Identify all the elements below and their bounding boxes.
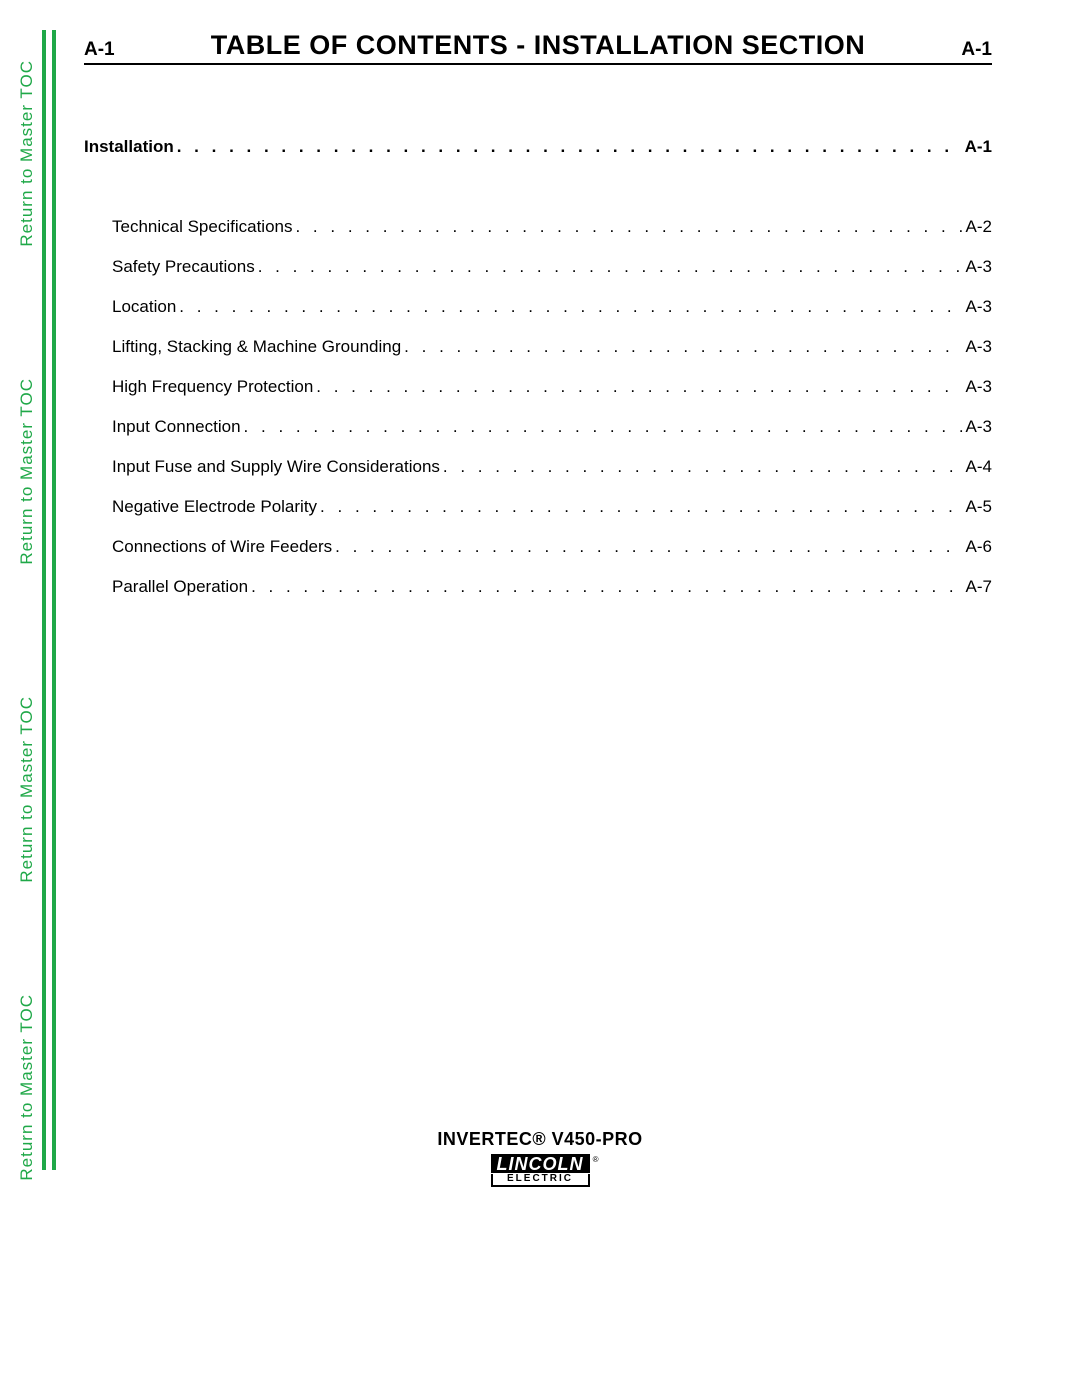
toc-entry-page: A-3 (966, 417, 992, 437)
toc-entry-label: Input Fuse and Supply Wire Consideration… (112, 457, 440, 477)
toc-leader-dots: . . . . . . . . . . . . . . . . . . . . … (244, 417, 963, 437)
toc-entry-page: A-7 (966, 577, 992, 597)
toc-entry-page: A-3 (966, 297, 992, 317)
toc-entry-page: A-3 (966, 337, 992, 357)
toc-entry-label: Negative Electrode Polarity (112, 497, 317, 517)
toc-entry-row[interactable]: Safety Precautions. . . . . . . . . . . … (84, 257, 992, 277)
toc-entry-label: Technical Specifications (112, 217, 292, 237)
logo-top-text: LINCOLN ® (491, 1154, 590, 1173)
header-code-left: A-1 (84, 39, 115, 61)
return-to-master-toc-link[interactable]: Return to Master TOC (17, 696, 35, 883)
table-of-contents: Installation . . . . . . . . . . . . . .… (84, 137, 992, 597)
toc-entry-label: Input Connection (112, 417, 241, 437)
toc-leader-dots: . . . . . . . . . . . . . . . . . . . . … (258, 257, 963, 277)
product-model: INVERTEC® V450-PRO (0, 1129, 1080, 1150)
toc-entry-page: A-4 (966, 457, 992, 477)
toc-entry-label: Parallel Operation (112, 577, 248, 597)
toc-entry-page: A-5 (966, 497, 992, 517)
toc-entry-page: A-3 (966, 257, 992, 277)
toc-leader-dots: . . . . . . . . . . . . . . . . . . . . … (404, 337, 962, 357)
toc-entry-label: High Frequency Protection (112, 377, 313, 397)
return-to-master-toc-link[interactable]: Return to Master TOC (17, 378, 35, 565)
page-header: A-1 TABLE OF CONTENTS - INSTALLATION SEC… (84, 30, 992, 65)
toc-entry-label: Connections of Wire Feeders (112, 537, 332, 557)
toc-entry-page: A-3 (966, 377, 992, 397)
toc-entry-row[interactable]: High Frequency Protection. . . . . . . .… (84, 377, 992, 397)
toc-entry-row[interactable]: Parallel Operation. . . . . . . . . . . … (84, 577, 992, 597)
logo-bottom-text: ELECTRIC (491, 1174, 590, 1187)
toc-entry-row[interactable]: Negative Electrode Polarity. . . . . . .… (84, 497, 992, 517)
toc-leader-dots: . . . . . . . . . . . . . . . . . . . . … (179, 297, 962, 317)
toc-entry-row[interactable]: Input Connection. . . . . . . . . . . . … (84, 417, 992, 437)
toc-leader-dots: . . . . . . . . . . . . . . . . . . . . … (316, 377, 962, 397)
side-rule-right (52, 30, 56, 1170)
toc-entry-label: Location (112, 297, 176, 317)
toc-entry-page: A-6 (966, 537, 992, 557)
header-code-right: A-1 (961, 39, 992, 61)
toc-section-row[interactable]: Installation . . . . . . . . . . . . . .… (84, 137, 992, 157)
lincoln-electric-logo: LINCOLN ® ELECTRIC (491, 1154, 590, 1187)
content-area: A-1 TABLE OF CONTENTS - INSTALLATION SEC… (84, 30, 992, 617)
toc-entry-row[interactable]: Lifting, Stacking & Machine Grounding. .… (84, 337, 992, 357)
toc-leader-dots: . . . . . . . . . . . . . . . . . . . . … (177, 137, 962, 157)
toc-entry-label: Lifting, Stacking & Machine Grounding (112, 337, 401, 357)
toc-section-label: Installation (84, 137, 174, 157)
toc-leader-dots: . . . . . . . . . . . . . . . . . . . . … (295, 217, 962, 237)
toc-entry-row[interactable]: Connections of Wire Feeders. . . . . . .… (84, 537, 992, 557)
toc-leader-dots: . . . . . . . . . . . . . . . . . . . . … (443, 457, 963, 477)
page-footer: INVERTEC® V450-PRO LINCOLN ® ELECTRIC (0, 1129, 1080, 1187)
toc-leader-dots: . . . . . . . . . . . . . . . . . . . . … (320, 497, 962, 517)
page-title: TABLE OF CONTENTS - INSTALLATION SECTION (115, 30, 962, 61)
logo-registered-mark: ® (593, 1156, 600, 1164)
toc-entry-label: Safety Precautions (112, 257, 255, 277)
page: Return to Master TOC Return to Master TO… (0, 0, 1080, 1397)
toc-entry-row[interactable]: Input Fuse and Supply Wire Consideration… (84, 457, 992, 477)
toc-leader-dots: . . . . . . . . . . . . . . . . . . . . … (335, 537, 962, 557)
side-rule-left (42, 30, 46, 1170)
logo-brand: LINCOLN (497, 1154, 584, 1174)
toc-entry-page: A-2 (966, 217, 992, 237)
toc-entry-row[interactable]: Location. . . . . . . . . . . . . . . . … (84, 297, 992, 317)
toc-leader-dots: . . . . . . . . . . . . . . . . . . . . … (251, 577, 962, 597)
return-to-master-toc-link[interactable]: Return to Master TOC (17, 60, 35, 247)
toc-section-page: A-1 (965, 137, 992, 157)
toc-entry-row[interactable]: Technical Specifications. . . . . . . . … (84, 217, 992, 237)
